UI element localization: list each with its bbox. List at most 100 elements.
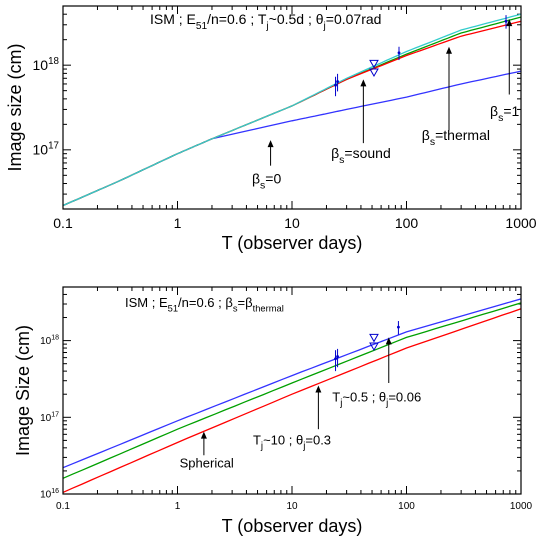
annotation-text: =sound <box>344 145 390 161</box>
chart-title: ISM ; E51/n=0.6 ; Tj~0.5d ; θj=0.07rad <box>150 11 381 32</box>
upper-limit-marker <box>369 342 379 352</box>
annotation-beta-zero: βs=0 <box>252 171 281 192</box>
series-line-0 <box>63 298 521 469</box>
arrow-head-beta-thermal <box>445 46 452 54</box>
title-subscript: j <box>323 21 326 32</box>
upper-limit-marker <box>369 333 379 343</box>
annotation-text: β <box>490 103 498 119</box>
plot-frame <box>62 5 522 210</box>
chart-title: ISM ; E51/n=0.6 ; βs=βthermal <box>125 295 284 314</box>
x-tick-label: 100 <box>395 215 419 231</box>
arrow-head-beta-sound <box>360 79 367 87</box>
title-text: ISM ; E <box>150 11 196 27</box>
annotation-text: β <box>422 127 430 143</box>
x-tick-label: 1000 <box>510 501 533 512</box>
x-tick-label: 0.1 <box>56 501 70 512</box>
y-tick-exponent: 16 <box>51 488 59 495</box>
arrow-head-spherical <box>200 431 207 439</box>
y-tick-base: 10 <box>33 142 49 158</box>
arrow-head-beta-one <box>506 19 513 27</box>
annotation-subscript: s <box>430 136 435 148</box>
annotation-spherical: Spherical <box>180 456 234 471</box>
title-text: /n=0.6 ; T <box>207 11 267 27</box>
title-text: =0.07rad <box>326 11 382 27</box>
annotation-text: T <box>253 433 261 448</box>
y-tick-base: 10 <box>40 336 52 347</box>
series-line-2 <box>63 308 521 493</box>
y-tick-exponent: 17 <box>48 140 59 151</box>
annotation-subscript: j <box>385 398 388 409</box>
plot-frame <box>62 286 522 495</box>
annotation-subscript: s <box>339 154 344 166</box>
x-tick-label: 100 <box>398 501 415 512</box>
y-tick-label: 1018 <box>33 56 60 73</box>
annotation-text: =0 <box>265 171 281 187</box>
x-tick-label: 1 <box>175 501 181 512</box>
series-line-3 <box>63 13 521 207</box>
annotation-beta-sound: βs=sound <box>331 145 391 166</box>
annotation-subscript: s <box>260 179 265 191</box>
x-tick-label: 10 <box>286 501 298 512</box>
data-point <box>504 19 508 23</box>
x-tick-label: 1000 <box>505 215 536 231</box>
title-subscript: 51 <box>168 304 178 314</box>
annotation-subscript: s <box>498 112 503 124</box>
y-tick-label: 1016 <box>40 488 59 501</box>
y-tick-label: 1017 <box>33 140 59 157</box>
arrow-head-beta-zero <box>267 140 274 148</box>
arrow-head-tj-10 <box>315 385 322 393</box>
y-tick-base: 10 <box>40 413 52 424</box>
title-subscript: 51 <box>196 21 208 32</box>
annotation-subscript: j <box>260 441 263 452</box>
annotation-subscript: j <box>339 398 342 409</box>
annotation-text: ~10 ; θ <box>263 433 303 448</box>
x-tick-label: 0.1 <box>53 215 73 231</box>
upper-limit-marker <box>369 59 379 69</box>
annotation-subscript: j <box>302 441 305 452</box>
y-tick-label: 1018 <box>40 335 59 348</box>
x-axis-label: T (observer days) <box>222 233 363 253</box>
y-tick-exponent: 18 <box>51 335 59 342</box>
x-tick-label: 1 <box>174 215 182 231</box>
data-point <box>336 80 339 83</box>
annotation-text: β <box>252 171 260 187</box>
y-tick-base: 10 <box>40 490 52 501</box>
annotation-beta-thermal: βs=thermal <box>422 127 490 148</box>
annotation-text: ~0.5 ; θ <box>342 390 386 405</box>
arrow-head-tj-05 <box>385 337 392 345</box>
title-text: /n=0.6 ; β <box>178 295 233 310</box>
y-axis-label: Image size (cm) <box>5 43 25 171</box>
series-line-1 <box>63 16 521 207</box>
annotation-text: =0.06 <box>388 390 421 405</box>
y-tick-label: 1017 <box>40 411 59 424</box>
upper-limit-marker <box>369 68 379 78</box>
title-subscript: thermal <box>253 304 284 314</box>
annotation-text: =thermal <box>435 127 490 143</box>
title-text: =β <box>238 295 253 310</box>
annotation-text: T <box>332 390 340 405</box>
annotation-text: =1 <box>503 103 519 119</box>
x-tick-label: 10 <box>284 215 300 231</box>
title-subscript: j <box>265 21 268 32</box>
annotation-text: β <box>331 145 339 161</box>
y-tick-base: 10 <box>33 57 49 73</box>
title-text: ISM ; E <box>125 295 168 310</box>
title-subscript: s <box>233 304 238 314</box>
series-line-1 <box>63 302 521 479</box>
series-line-2 <box>63 20 521 207</box>
curves <box>63 13 521 207</box>
x-axis-label: T (observer days) <box>222 516 363 536</box>
title-text: ~0.5d ; θ <box>269 11 324 27</box>
annotation-tj-05: Tj~0.5 ; θj=0.06 <box>332 390 421 410</box>
data-point <box>397 51 401 55</box>
data-point <box>334 357 337 361</box>
y-tick-exponent: 18 <box>48 56 59 67</box>
y-tick-exponent: 17 <box>51 411 59 418</box>
curves <box>63 298 521 493</box>
data-point <box>397 325 400 329</box>
annotation-tj-10: Tj~10 ; θj=0.3 <box>253 433 331 453</box>
data-point <box>336 355 339 358</box>
